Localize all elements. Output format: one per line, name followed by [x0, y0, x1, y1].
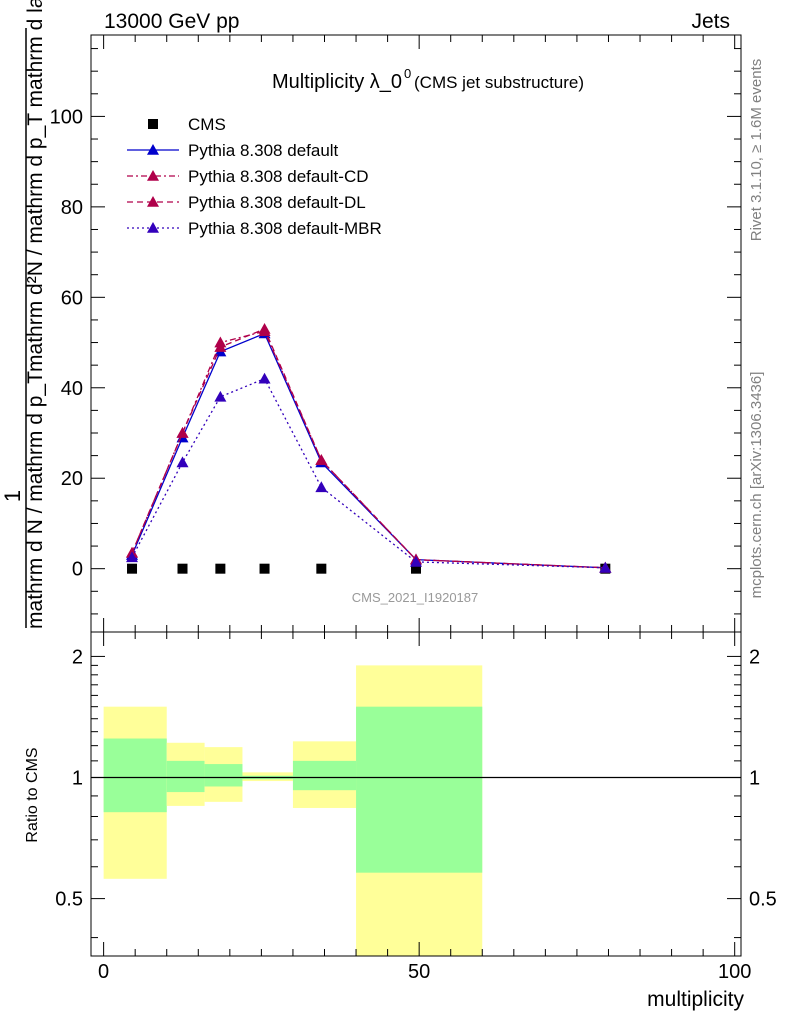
analysis-watermark: CMS_2021_I1920187	[352, 590, 479, 605]
data-point-pythia-8-308-default-dl	[315, 454, 328, 465]
legend-marker-cms	[148, 119, 158, 129]
main-panel: Multiplicity λ_0 0 (CMS jet substructure…	[0, 0, 584, 629]
ratio-y-tick-label: 0.5	[55, 889, 83, 911]
ratio-inner-band	[292, 760, 357, 791]
mcplots-label: mcplots.cern.ch [arXiv:1306.3436]	[748, 372, 765, 599]
ratio-y-tick-label: 1	[72, 768, 83, 790]
plot-title-main: Multiplicity λ_0	[272, 71, 402, 93]
main-y-axis-label: 1 mathrm d²N / mathrm d p_T mathrm d lam…	[0, 0, 47, 629]
ratio-y-tick-label-right: 1	[749, 768, 760, 790]
legend-marker-pythia-8-308-default-dl	[147, 196, 159, 207]
data-point-cms	[127, 563, 138, 574]
data-point-pythia-8-308-default-mbr	[410, 555, 422, 567]
y-label-denominator: mathrm d N / mathrm d p_T	[24, 371, 47, 629]
x-tick-label: 0	[98, 961, 109, 983]
main-y-tick-label: 100	[50, 106, 83, 128]
main-plot-layer: 0 20 40 60 80 100	[50, 34, 742, 633]
series-line-pythia-8-308-default-dl	[131, 328, 606, 569]
ratio-y-axis-label: Ratio to CMS	[24, 747, 41, 842]
header-energy-label: 13000 GeV pp	[104, 10, 239, 33]
ratio-inner-band	[204, 764, 243, 787]
main-y-tick-label: 40	[61, 378, 83, 400]
main-y-tick-label: 80	[61, 197, 83, 219]
series-line-pythia-8-308-default-mbr	[131, 377, 606, 569]
data-point-pythia-8-308-default-dl	[176, 427, 189, 438]
legend-marker-pythia-8-308-default	[147, 144, 159, 155]
main-y-tick-label: 20	[61, 468, 83, 490]
main-y-tick-label: 0	[72, 559, 83, 581]
ratio-y-tick-label: 2	[72, 646, 83, 668]
legend: CMS Pythia 8.308 default Pythia 8.308 defa…	[127, 115, 382, 238]
x-tick-label: 100	[718, 961, 751, 983]
legend-label-pythia-8-308-default-cd: Pythia 8.308 default-CD	[188, 167, 369, 186]
legend-label-pythia-8-308-default-dl: Pythia 8.308 default-DL	[188, 193, 366, 212]
legend-label-pythia-8-308-default: Pythia 8.308 default	[188, 141, 339, 160]
data-point-pythia-8-308-default-dl	[258, 322, 271, 334]
ratio-inner-band	[166, 760, 205, 793]
data-point-pythia-8-308-default-mbr	[599, 561, 612, 573]
data-point-pythia-8-308-default-mbr	[176, 456, 189, 468]
x-tick-label: 50	[408, 961, 430, 983]
data-point-pythia-8-308-default-mbr	[315, 481, 328, 493]
data-point-cms	[411, 563, 421, 574]
plot-title-sub: (CMS jet substructure)	[414, 73, 584, 92]
legend-label-cms: CMS	[188, 115, 226, 134]
data-point-pythia-8-308-default-mbr	[126, 551, 139, 563]
ratio-inner-band	[103, 738, 167, 813]
ratio-plot-layer: 0.5 0.5 1 1 2 2 0 50 100	[55, 631, 777, 983]
series-line-pythia-8-308-default-cd	[131, 330, 606, 569]
header-jets-label: Jets	[691, 10, 730, 33]
data-point-pythia-8-308-default-mbr	[214, 390, 227, 402]
rivet-version-label: Rivet 3.1.10, ≥ 1.6M events	[748, 59, 765, 242]
data-point-cms	[316, 563, 327, 574]
ratio-y-tick-label-right: 0.5	[749, 889, 777, 911]
data-point-cms	[215, 563, 226, 574]
ratio-frame	[90, 631, 742, 957]
data-point-pythia-8-308-default-mbr	[258, 372, 271, 384]
data-point-pythia-8-308-default-dl	[214, 341, 227, 352]
ratio-inner-band	[356, 706, 483, 873]
ratio-y-tick-label-right: 2	[749, 646, 760, 668]
legend-label-pythia-8-308-default-mbr: Pythia 8.308 default-MBR	[188, 219, 382, 238]
y-label-one: 1	[0, 490, 25, 502]
y-label-numerator: mathrm d²N / mathrm d p_T mathrm d lambd…	[24, 0, 47, 372]
series-line-pythia-8-308-default	[131, 332, 606, 569]
legend-marker-pythia-8-308-default-mbr	[147, 222, 159, 233]
legend-marker-pythia-8-308-default-cd	[147, 170, 159, 181]
main-y-tick-label: 60	[61, 287, 83, 309]
data-point-cms	[177, 563, 188, 574]
data-point-cms	[259, 563, 270, 574]
plot-title-sup: 0	[404, 66, 411, 81]
x-axis-label: multiplicity	[647, 988, 744, 1011]
